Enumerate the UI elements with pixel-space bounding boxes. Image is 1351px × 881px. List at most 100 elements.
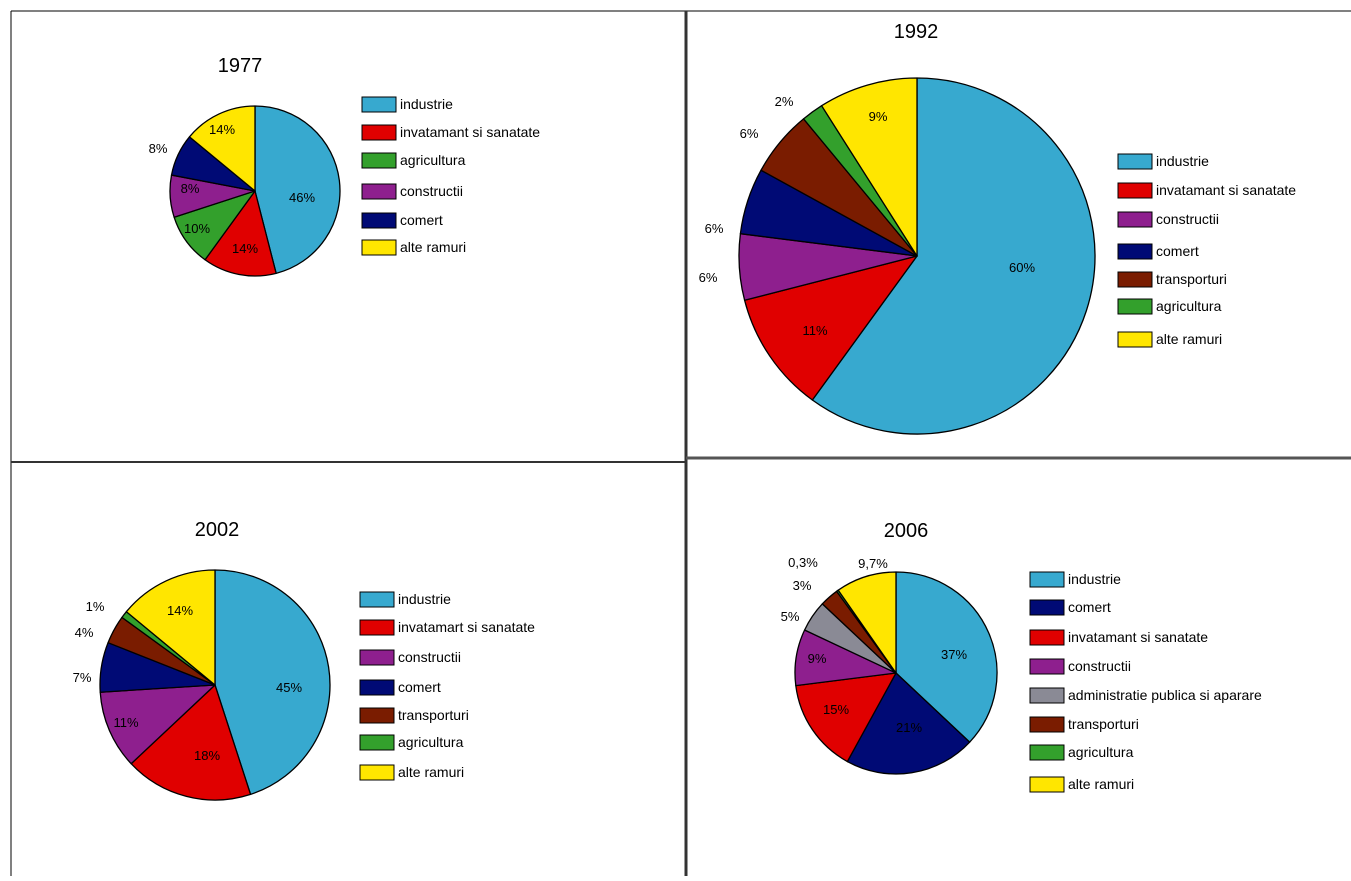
legend-label-invatamant-si-sanatate: invatamant si sanatate — [400, 124, 540, 140]
legend-swatch-constructii — [1029, 658, 1065, 675]
legend-label-invatamart-si-sanatate: invatamart si sanatate — [398, 619, 535, 635]
slice-label-invatamant-si-sanatate: 15% — [823, 702, 849, 717]
legend-swatch-industrie — [359, 591, 395, 608]
legend-swatch-transporturi — [1029, 716, 1065, 733]
pie-slice-industrie — [254, 105, 341, 274]
legend-swatch-agricultura — [361, 152, 397, 169]
legend-label-comert: comert — [1156, 243, 1199, 259]
legend-label-invatamant-si-sanatate: invatamant si sanatate — [1068, 629, 1208, 645]
chart-title: 2002 — [195, 519, 240, 541]
legend-swatch-comert — [361, 212, 397, 229]
chart-title: 1977 — [218, 55, 263, 77]
pie-slice-constructii — [99, 684, 216, 765]
legend-label-agricultura: agricultura — [1068, 744, 1134, 760]
legend-label-comert: comert — [1068, 599, 1111, 615]
pie-chart-2002: 2002 45% 18% 11% 7% 4% 1% 14% industrie invatamar… — [73, 519, 535, 801]
slice-label-comert: 8% — [149, 141, 168, 156]
pie-slice-invatamant-si-sanatate — [743, 255, 918, 401]
pie-slice-alte-ramuri — [820, 77, 918, 257]
slice-label-constructii: 8% — [181, 181, 200, 196]
legend-label-alte-ramuri: alte ramuri — [400, 239, 466, 255]
legend-swatch-alte-ramuri — [361, 239, 397, 256]
pie-slice-alte-ramuri — [188, 105, 256, 192]
legend: industrie invatamant si sanatate agricultu… — [361, 96, 540, 256]
legend-swatch-industrie — [361, 96, 397, 113]
pie-slice-invatamart-si-sanatate — [130, 684, 252, 801]
slice-label-industrie: 45% — [276, 680, 302, 695]
legend-swatch-industrie — [1117, 153, 1153, 170]
pie-slice-comert — [846, 672, 971, 775]
slice-label-agricultura: 0,3% — [788, 555, 818, 570]
slice-label-transporturi: 4% — [75, 625, 94, 640]
pie-chart-2006: 2006 37% 21% 15% 9% 5% 3% 0,3% 9,7% industrie come… — [781, 520, 1262, 793]
legend-swatch-agricultura — [359, 734, 395, 751]
chart-title: 1992 — [894, 21, 939, 43]
legend-swatch-alte-ramuri — [1117, 331, 1153, 348]
slice-label-alte-ramuri: 14% — [167, 603, 193, 618]
legend-label-alte-ramuri: alte ramuri — [1068, 776, 1134, 792]
pie-chart-1992: 1992 60% 11% 6% 6% 6% 2% 9% industrie invatamant … — [699, 21, 1296, 435]
panel-grid — [10, 10, 1351, 876]
legend-swatch-invatamant-si-sanatate — [361, 124, 397, 141]
slice-label-alte-ramuri: 9% — [869, 109, 888, 124]
slice-label-administratie-publica-si-aparare: 5% — [781, 609, 800, 624]
legend-label-constructii: constructii — [398, 649, 461, 665]
slice-label-alte-ramuri: 9,7% — [858, 556, 888, 571]
slice-label-invatamant-si-sanatate: 14% — [232, 241, 258, 256]
pie-slice-alte-ramuri — [125, 569, 216, 686]
slice-label-comert: 6% — [705, 221, 724, 236]
legend-label-industrie: industrie — [398, 591, 451, 607]
legend-label-administratie-publica-si-aparare: administratie publica si aparare — [1068, 687, 1262, 703]
legend-swatch-constructii — [359, 649, 395, 666]
legend-label-comert: comert — [400, 212, 443, 228]
legend-swatch-comert — [1029, 599, 1065, 616]
legend-swatch-transporturi — [359, 707, 395, 724]
slice-label-constructii: 6% — [699, 270, 718, 285]
legend-swatch-alte-ramuri — [359, 764, 395, 781]
slice-label-comert: 21% — [896, 720, 922, 735]
legend-swatch-constructii — [361, 183, 397, 200]
legend-label-constructii: constructii — [1068, 658, 1131, 674]
legend: industrie invatamart si sanatate construct… — [359, 591, 535, 781]
slice-label-alte-ramuri: 14% — [209, 122, 235, 137]
slice-label-invatamant-si-sanatate: 11% — [802, 323, 827, 338]
legend-label-transporturi: transporturi — [398, 707, 469, 723]
legend-swatch-administratie-publica-si-aparare — [1029, 687, 1065, 704]
legend-label-industrie: industrie — [1156, 153, 1209, 169]
legend-swatch-alte-ramuri — [1029, 776, 1065, 793]
legend-label-agricultura: agricultura — [398, 734, 464, 750]
legend-swatch-industrie — [1029, 571, 1065, 588]
legend-swatch-comert — [359, 679, 395, 696]
pie-chart-1977: 1977 46% 14% 10% 8% 8% 14% industrie invatamant … — [149, 55, 540, 277]
legend-label-industrie: industrie — [400, 96, 453, 112]
legend-label-alte-ramuri: alte ramuri — [1156, 331, 1222, 347]
pie-slice-industrie — [811, 77, 1096, 435]
legend-label-constructii: constructii — [1156, 211, 1219, 227]
legend-swatch-invatamant-si-sanatate — [1029, 629, 1065, 646]
slice-label-industrie: 60% — [1009, 260, 1035, 275]
chart-title: 2006 — [884, 520, 929, 542]
slice-label-constructii: 9% — [808, 651, 827, 666]
pie-slice-alte-ramuri — [837, 571, 897, 674]
pie-slice-industrie — [214, 569, 331, 796]
legend-label-comert: comert — [398, 679, 441, 695]
pie-slice-invatamant-si-sanatate — [795, 672, 897, 763]
legend-label-agricultura: agricultura — [1156, 298, 1222, 314]
legend-label-transporturi: transporturi — [1068, 716, 1139, 732]
legend-swatch-invatamart-si-sanatate — [359, 619, 395, 636]
pie-slice-industrie — [895, 571, 998, 743]
legend-label-transporturi: transporturi — [1156, 271, 1227, 287]
pie-slice-invatamant-si-sanatate — [204, 190, 277, 277]
slice-label-transporturi: 3% — [793, 578, 812, 593]
legend-label-agricultura: agricultura — [400, 152, 466, 168]
legend-swatch-invatamant-si-sanatate — [1117, 182, 1153, 199]
legend-label-alte-ramuri: alte ramuri — [398, 764, 464, 780]
slice-label-industrie: 37% — [941, 647, 967, 662]
slice-label-constructii: 11% — [113, 715, 138, 730]
legend: industrie comert invatamant si sanatate con… — [1029, 571, 1262, 793]
legend-swatch-transporturi — [1117, 271, 1153, 288]
slice-label-agricultura: 1% — [86, 599, 105, 614]
legend-label-invatamant-si-sanatate: invatamant si sanatate — [1156, 182, 1296, 198]
